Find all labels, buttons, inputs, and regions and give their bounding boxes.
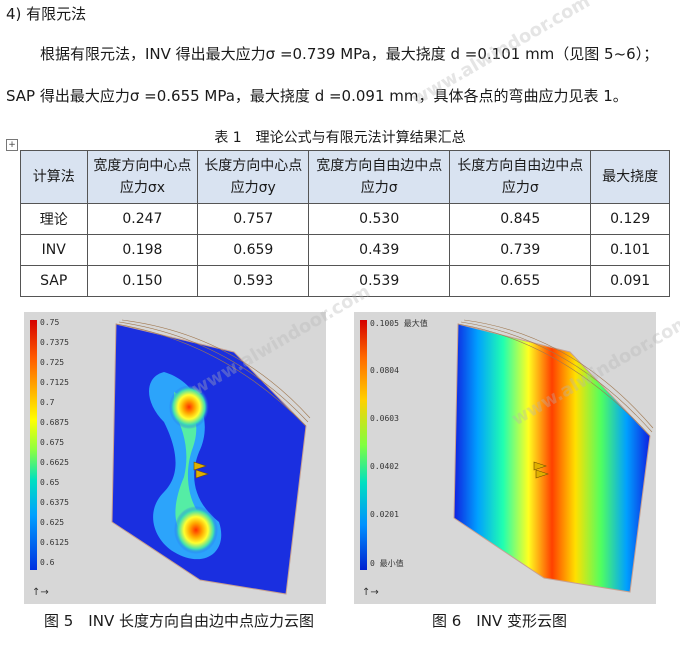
figure-5-caption: 图 5 INV 长度方向自由边中点应力云图 [44, 612, 314, 630]
table-cell: 0.129 [590, 203, 670, 235]
table-cell: INV [20, 234, 88, 266]
legend-label: 0.7125 [40, 378, 69, 387]
axis-triad-icon: ↑→ [362, 587, 379, 598]
table-cell: 0.198 [86, 234, 199, 266]
table-cell: 0.593 [197, 265, 310, 297]
table-cell: 0.530 [308, 203, 451, 235]
legend-label: 0.725 [40, 358, 65, 367]
table-cell: 理论 [20, 203, 88, 235]
paragraph-inv-result: 根据有限元法，INV 得出最大应力σ =0.739 MPa，最大挠度 d =0.… [40, 45, 659, 63]
table-cell: 0.757 [197, 203, 310, 235]
legend-label: 0 最小值 [370, 559, 404, 568]
table-cell: SAP [20, 265, 88, 297]
legend-label: 0.7 [40, 398, 55, 407]
table-cell: 0.150 [86, 265, 199, 297]
table-cell: 0.539 [308, 265, 451, 297]
legend-label: 0.0603 [370, 414, 399, 423]
legend-label: 0.625 [40, 518, 65, 527]
figure-deformation-contour: 0.1005 最大值 0.0804 0.0603 0.0402 0.0201 0… [354, 312, 656, 604]
legend-label: 0.0201 [370, 510, 399, 519]
table-cell: 0.439 [308, 234, 451, 266]
table-cell: 0.845 [449, 203, 592, 235]
table-caption: 表 1 理论公式与有限元法计算结果汇总 [214, 130, 466, 146]
table-cell: 0.101 [590, 234, 670, 266]
table-cell: 0.659 [197, 234, 310, 266]
legend-label: 0.7375 [40, 338, 69, 347]
table-cell: 0.091 [590, 265, 670, 297]
table-row: 理论 0.247 0.757 0.530 0.845 0.129 [20, 203, 670, 235]
results-table: 计算法 宽度方向中心点应力σx 长度方向中心点应力σy 宽度方向自由边中点应力σ… [20, 150, 670, 297]
legend-label: 0.6375 [40, 498, 69, 507]
table-row: SAP 0.150 0.593 0.539 0.655 0.091 [20, 265, 670, 297]
figure-6-caption: 图 6 INV 变形云图 [432, 612, 567, 630]
legend-label: 0.1005 最大值 [370, 319, 428, 328]
header-length-edge-stress: 长度方向自由边中点应力σ [449, 150, 592, 204]
table-header-row: 计算法 宽度方向中心点应力σx 长度方向中心点应力σy 宽度方向自由边中点应力σ… [20, 150, 670, 204]
header-width-edge-stress: 宽度方向自由边中点应力σ [308, 150, 451, 204]
legend-label: 0.0402 [370, 462, 399, 471]
legend-label: 0.6 [40, 558, 55, 567]
table-row: INV 0.198 0.659 0.439 0.739 0.101 [20, 234, 670, 266]
table-cell: 0.739 [449, 234, 592, 266]
table-cell: 0.247 [86, 203, 199, 235]
table-move-handle-icon[interactable]: + [6, 139, 18, 151]
legend-label: 0.6125 [40, 538, 69, 547]
header-method: 计算法 [20, 150, 88, 204]
stress-legend-bar [30, 320, 37, 570]
legend-label: 0.65 [40, 478, 60, 487]
deformation-contour-plot [453, 319, 654, 593]
legend-label: 0.675 [40, 438, 65, 447]
axis-triad-icon: ↑→ [32, 587, 49, 598]
header-max-deflection: 最大挠度 [590, 150, 670, 204]
table-cell: 0.655 [449, 265, 592, 297]
legend-label: 0.0804 [370, 366, 399, 375]
paragraph-sap-result: SAP 得出最大应力σ =0.655 MPa，最大挠度 d =0.091 mm，… [6, 87, 628, 105]
header-width-center-stress: 宽度方向中心点应力σx [86, 150, 199, 204]
section-heading: 4) 有限元法 [6, 5, 87, 23]
figure-stress-contour: 0.75 0.7375 0.725 0.7125 0.7 0.6875 0.67… [24, 312, 326, 604]
legend-label: 0.75 [40, 318, 60, 327]
stress-contour-plot [111, 319, 311, 595]
legend-label: 0.6875 [40, 418, 69, 427]
legend-label: 0.6625 [40, 458, 69, 467]
header-length-center-stress: 长度方向中心点应力σy [197, 150, 310, 204]
deformation-legend-bar [360, 320, 367, 570]
